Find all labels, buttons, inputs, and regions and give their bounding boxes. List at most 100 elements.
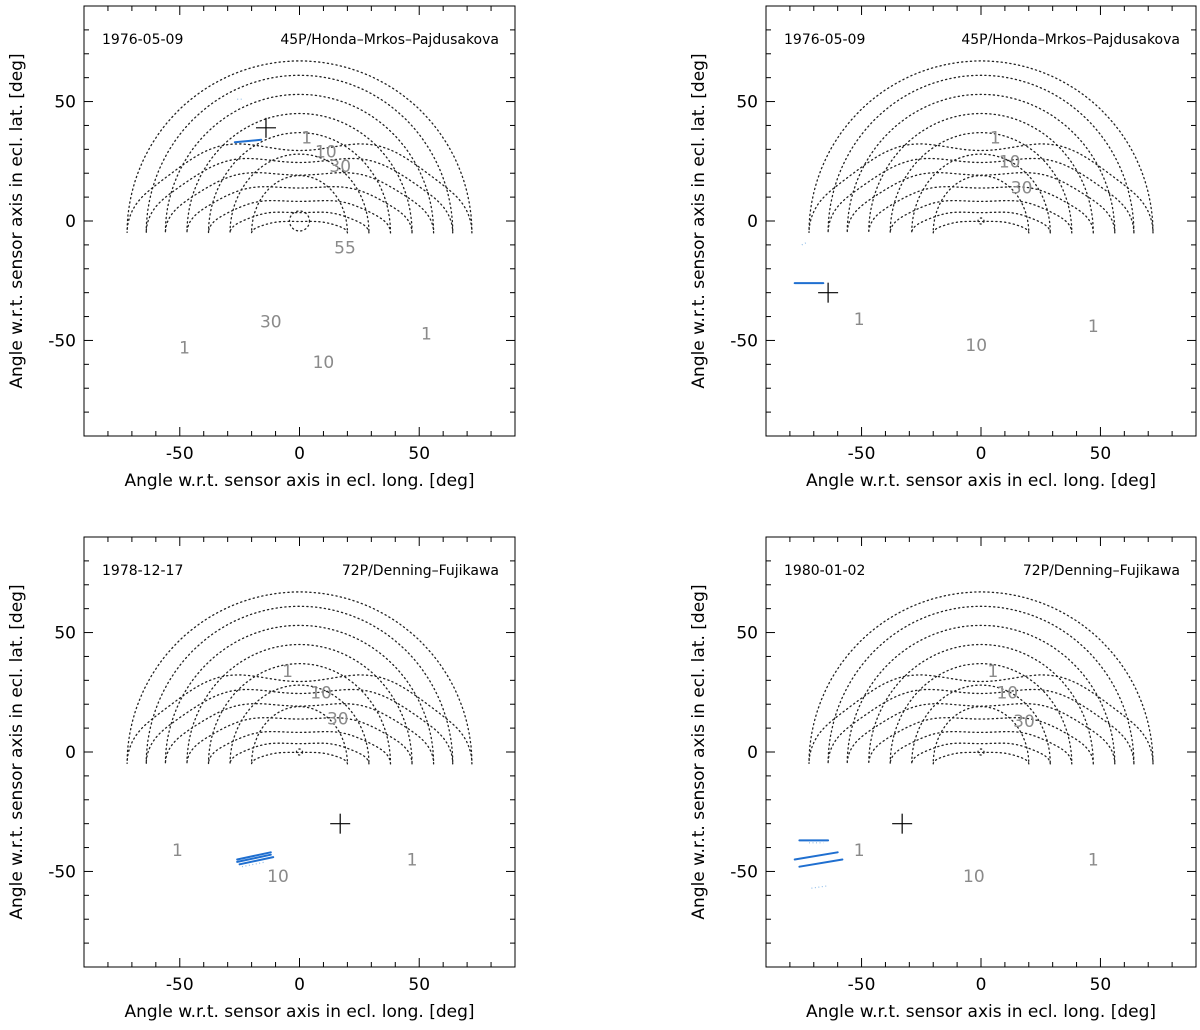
contour-line	[186, 112, 413, 234]
y-tick-label: 50	[54, 624, 76, 644]
x-tick-label: -50	[166, 444, 194, 464]
chart-panel-4: -50 0 50 -50 0 50 Angle w.r.t. sensor axis in …	[689, 536, 1197, 1022]
date-annotation: 1978-12-17	[102, 563, 183, 579]
contour-label: 30	[260, 312, 282, 332]
contour-line	[126, 60, 473, 234]
contour-label: 30	[1011, 179, 1033, 199]
contour-label: 10	[999, 152, 1021, 172]
contour-line	[250, 705, 349, 765]
contour-line	[932, 174, 1030, 234]
date-annotation: 1976-05-09	[102, 32, 183, 48]
contour-line	[827, 74, 1135, 234]
contour-label: 1	[282, 662, 293, 682]
x-tick-label: 0	[294, 975, 305, 995]
comet-annotation: 72P/Denning–Fujikawa	[342, 563, 499, 579]
x-tick-label: 50	[1090, 975, 1112, 995]
y-tick-label: 50	[54, 93, 76, 113]
contour-line	[808, 591, 1154, 765]
contour-label: 1	[854, 841, 865, 861]
x-axis-label: Angle w.r.t. sensor axis in ecl. long. […	[124, 1002, 474, 1022]
contour-line	[868, 643, 1094, 765]
comet-trail	[811, 885, 829, 889]
contour-line	[207, 662, 392, 765]
contour-line	[145, 74, 454, 234]
comet-position-marker	[330, 813, 351, 834]
contour-peak	[295, 748, 304, 756]
comet-trail	[238, 856, 275, 866]
x-tick-label: 0	[976, 444, 987, 464]
contour-label: 10	[267, 867, 289, 887]
comet-trail	[233, 138, 263, 144]
comet-annotation: 45P/Honda–Mrkos–Pajdusakova	[961, 32, 1180, 48]
contour-line	[207, 131, 392, 234]
comet-trail	[241, 861, 267, 868]
contour-label: 1	[407, 851, 418, 871]
y-tick-label: 0	[65, 212, 76, 232]
y-tick-label: 50	[736, 93, 758, 113]
contour-label: 1	[179, 339, 190, 359]
y-axis-label: Angle w.r.t. sensor axis in ecl. lat. [d…	[7, 53, 27, 388]
comet-trail	[793, 851, 839, 861]
contour-line	[164, 624, 435, 765]
comet-trail	[236, 853, 272, 863]
contour-label: 30	[329, 157, 351, 177]
x-axis-label: Angle w.r.t. sensor axis in ecl. long. […	[806, 1002, 1156, 1022]
contour-line	[186, 643, 413, 765]
contour-label: 1	[301, 128, 312, 148]
comet-annotation: 45P/Honda–Mrkos–Pajdusakova	[280, 32, 499, 48]
contour-line	[846, 624, 1116, 765]
contour-line	[889, 662, 1073, 765]
contour-line	[250, 174, 349, 234]
contour-label: 55	[334, 238, 356, 258]
x-tick-label: 50	[408, 444, 430, 464]
contour-line	[164, 93, 435, 234]
contour-label: 1	[172, 841, 183, 861]
comet-trail	[236, 851, 272, 861]
date-annotation: 1980-01-02	[784, 563, 865, 579]
y-axis-label: Angle w.r.t. sensor axis in ecl. lat. [d…	[689, 53, 709, 388]
comet-trail	[801, 241, 807, 246]
comet-position-marker	[892, 813, 913, 834]
contour-label: 10	[965, 336, 987, 356]
contour-line	[932, 705, 1030, 765]
chart-panel-3: -50 0 50 -50 0 50 Angle w.r.t. sensor axis in …	[7, 536, 516, 1022]
x-tick-label: -50	[848, 444, 876, 464]
contour-peak	[977, 217, 985, 225]
contour-line	[808, 60, 1154, 234]
contour-label: 1	[1088, 317, 1099, 337]
y-tick-label: -50	[730, 862, 758, 882]
comet-annotation: 72P/Denning–Fujikawa	[1023, 563, 1180, 579]
contour-peak	[977, 748, 985, 756]
contour-line	[889, 131, 1073, 234]
x-tick-label: 0	[976, 975, 987, 995]
contour-label: 30	[1013, 712, 1035, 732]
y-axis-label: Angle w.r.t. sensor axis in ecl. lat. [d…	[7, 584, 27, 919]
y-tick-label: 50	[736, 624, 758, 644]
contour-line	[868, 112, 1094, 234]
x-tick-label: -50	[848, 975, 876, 995]
x-tick-label: 50	[1090, 444, 1112, 464]
y-tick-label: -50	[730, 331, 758, 351]
chart-panel-1: -50 0 50 -50 0 50 Angle w.r.t. sensor axis in …	[7, 5, 516, 491]
contour-line	[827, 605, 1135, 765]
contour-label: 30	[327, 710, 349, 730]
contour-label: 10	[310, 683, 332, 703]
contour-label: 1	[1088, 851, 1099, 871]
comet-position-marker	[818, 282, 839, 303]
contour-label: 1	[988, 662, 999, 682]
contour-label: 10	[313, 353, 335, 373]
contour-label: 1	[990, 128, 1001, 148]
contour-label: 10	[963, 867, 985, 887]
x-axis-label: Angle w.r.t. sensor axis in ecl. long. […	[806, 471, 1156, 491]
x-tick-label: 0	[294, 444, 305, 464]
x-tick-label: 50	[408, 975, 430, 995]
x-axis-label: Angle w.r.t. sensor axis in ecl. long. […	[124, 471, 474, 491]
contour-line	[126, 591, 473, 765]
y-tick-label: -50	[48, 331, 76, 351]
contour-line	[846, 93, 1116, 234]
contour-peak	[288, 210, 311, 232]
x-tick-label: -50	[166, 975, 194, 995]
contour-label: 10	[996, 683, 1018, 703]
y-tick-label: 0	[65, 743, 76, 763]
